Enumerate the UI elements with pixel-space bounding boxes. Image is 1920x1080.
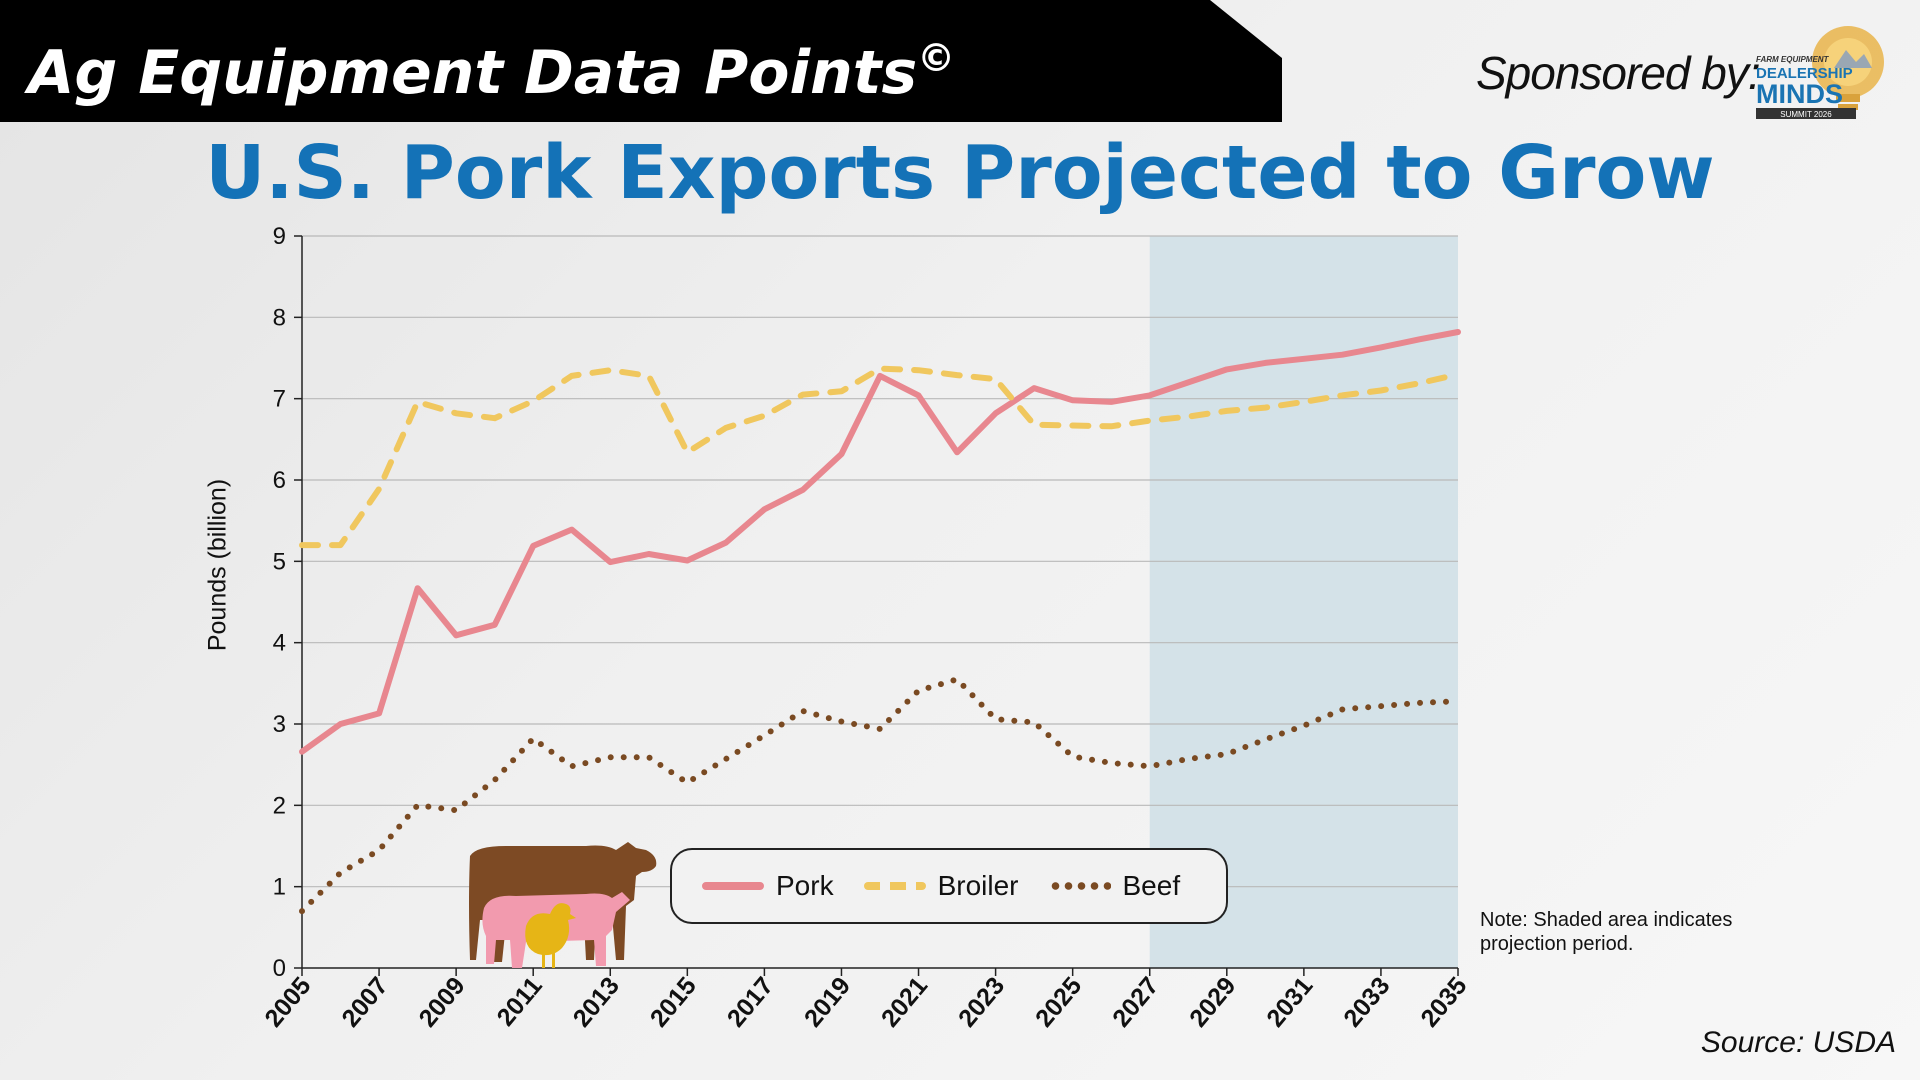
x-tick-label-2005: 2005: [259, 972, 316, 1033]
legend-swatch-pork: [702, 882, 764, 890]
logo-line3: MINDS: [1756, 79, 1843, 109]
x-tick-label-2025: 2025: [1030, 972, 1087, 1033]
x-tick-label-2019: 2019: [799, 972, 856, 1033]
sponsor-text: Sponsored by:: [1476, 47, 1761, 99]
legend-label-broiler: Broiler: [937, 870, 1019, 901]
lightbulb-gear-logo: FARM EQUIPMENT DEALERSHIP MINDS SUMMIT 2…: [1756, 26, 1884, 119]
y-tick-label-9: 9: [273, 223, 286, 250]
x-tick-label-2009: 2009: [414, 972, 471, 1033]
legend-label-beef: Beef: [1122, 870, 1181, 901]
logo-line1: FARM EQUIPMENT: [1756, 55, 1830, 64]
y-tick-label-6: 6: [273, 467, 286, 494]
legend-label-pork: Pork: [776, 870, 834, 901]
logo-line2: DEALERSHIP: [1756, 65, 1853, 82]
legend-swatch-beef: [1048, 882, 1111, 890]
x-tick-label-2027: 2027: [1107, 972, 1164, 1033]
y-tick-label-3: 3: [273, 711, 286, 738]
chart-title: U.S. Pork Exports Projected to Grow: [205, 130, 1715, 216]
projection-note: Note: Shaded area indicates projection p…: [1480, 909, 1733, 955]
series-line-pork: [299, 329, 1461, 755]
banner-title-text: Ag Equipment Data Points: [28, 38, 918, 108]
x-tick-label-2033: 2033: [1338, 972, 1395, 1033]
y-tick-label-1: 1: [273, 874, 286, 901]
x-tick-label-2015: 2015: [645, 972, 702, 1033]
legend-item-broiler: Broiler: [863, 870, 1019, 902]
y-tick-label-5: 5: [273, 548, 286, 575]
series-line-broiler: [299, 365, 1461, 549]
x-tick-label-2007: 2007: [336, 972, 393, 1033]
x-tick-label-2017: 2017: [722, 972, 779, 1033]
x-tick-label-2021: 2021: [876, 972, 933, 1033]
y-tick-label-0: 0: [273, 955, 286, 982]
y-tick-label-4: 4: [273, 630, 286, 657]
y-tick-label-8: 8: [273, 304, 286, 331]
y-tick-label-7: 7: [273, 386, 286, 413]
copyright-mark: ©: [917, 36, 956, 80]
series-line-beef: [299, 676, 1461, 915]
source-credit: Source: USDA: [1700, 1026, 1896, 1059]
x-tick-label-2013: 2013: [568, 972, 625, 1033]
logo-line4: SUMMIT 2026: [1780, 110, 1832, 119]
legend-swatch-broiler: [863, 882, 926, 890]
livestock-silhouette-icon: [469, 842, 657, 968]
x-tick-label-2011: 2011: [491, 972, 547, 1032]
chart-legend: Pork Broiler Beef: [670, 848, 1228, 924]
x-tick-label-2029: 2029: [1184, 972, 1241, 1033]
legend-item-pork: Pork: [702, 870, 834, 902]
x-tick-label-2035: 2035: [1415, 972, 1472, 1033]
legend-item-beef: Beef: [1048, 870, 1181, 902]
header-banner: [0, 0, 1282, 122]
x-tick-label-2023: 2023: [953, 972, 1010, 1033]
y-tick-label-2: 2: [273, 792, 286, 819]
banner-title: Ag Equipment Data Points©: [28, 18, 955, 113]
x-tick-label-2031: 2031: [1261, 972, 1318, 1033]
